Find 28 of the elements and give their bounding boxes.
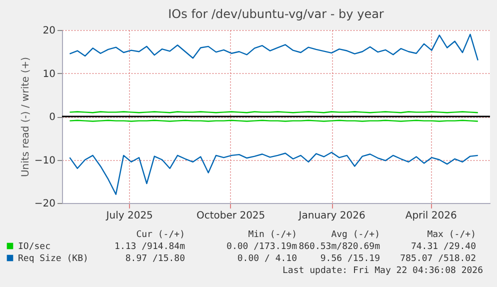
line-series (69, 34, 478, 61)
y-tick-label: −20 (34, 198, 56, 210)
text: Max (-/+) (427, 230, 476, 240)
text: Cur (-/+) (136, 230, 185, 240)
text: 0.00 /173.19m (226, 242, 297, 252)
x-tick-label: October 2025 (196, 210, 266, 222)
text: 9.56 /15.19 (320, 254, 380, 264)
text: Min (-/+) (248, 230, 297, 240)
y-tick-label: 20 (42, 26, 56, 36)
text: 1.13 /914.84m (114, 242, 185, 252)
text: 74.31 /29.40 (410, 242, 476, 252)
y-axis-title: Units read (-) / write (+) (20, 56, 32, 178)
legend-label: IO/sec (18, 242, 51, 252)
y-tick-label: 10 (42, 68, 56, 80)
text: 0.00 / 4.10 (237, 254, 297, 264)
x-tick-label: January 2026 (298, 210, 366, 222)
y-tick-label: −10 (34, 155, 56, 166)
x-tick-label: July 2025 (105, 210, 153, 222)
line-series (69, 152, 478, 195)
text: 785.07 /518.02 (400, 254, 476, 264)
y-tick-label: 0 (49, 112, 56, 123)
x-tick-label: April 2026 (405, 210, 457, 222)
chart-title: IOs for /dev/ubuntu-vg/var - by year (168, 7, 384, 21)
text: Avg (-/+) (331, 230, 380, 240)
text: 860.53m/820.69m (298, 242, 380, 252)
text: 8.97 /15.80 (125, 254, 185, 264)
legend-label: Req Size (KB) (18, 254, 88, 264)
text: Last update: Fri May 22 04:36:08 2026 (282, 266, 483, 276)
